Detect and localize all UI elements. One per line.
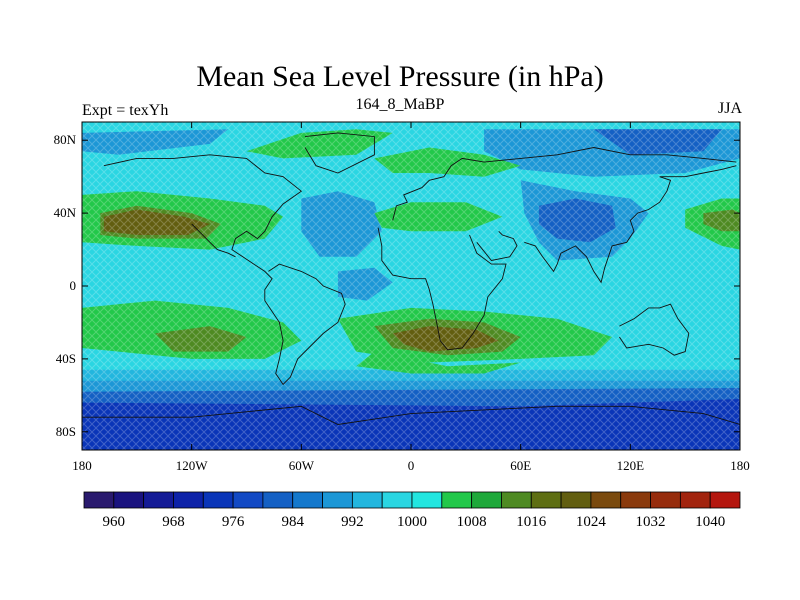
y-tick-label: 80S: [56, 424, 76, 439]
coastline: [377, 227, 507, 351]
colorbar-swatch: [381, 491, 413, 509]
period-label: 164_8_MaBP: [355, 96, 445, 113]
colorbar-label: 1016: [516, 514, 547, 530]
colorbar-swatch: [322, 491, 353, 509]
colorbar-swatch: [560, 491, 592, 509]
y-tick-label: 0: [70, 278, 77, 293]
colorbar-swatch: [441, 491, 473, 509]
colorbar-label: 960: [103, 514, 126, 530]
colorbar-swatch: [292, 491, 323, 509]
colorbar-label: 1040: [695, 514, 725, 530]
x-tick-label: 60W: [289, 458, 315, 473]
colorbar-swatch: [232, 491, 264, 509]
map-title: Mean Sea Level Pressure (in hPa): [196, 60, 604, 93]
colorbar-swatch: [590, 491, 622, 509]
y-tick-label: 40S: [56, 351, 76, 366]
coastline: [524, 165, 737, 284]
colorbar-swatch: [411, 491, 443, 509]
colorbar-swatch: [202, 491, 234, 509]
x-tick-label: 180: [730, 458, 750, 473]
x-tick-label: 120E: [617, 458, 645, 473]
coastline: [304, 132, 375, 174]
coastline: [103, 154, 346, 386]
y-tick-label: 40N: [54, 205, 77, 220]
colorbar-swatch: [679, 491, 711, 509]
colorbar-swatch: [143, 491, 174, 509]
colorbar-label: 968: [162, 514, 185, 530]
season-label: JJA: [717, 100, 742, 117]
x-tick-label: 120W: [176, 458, 209, 473]
x-tick-label: 60E: [510, 458, 531, 473]
colorbar-label: 976: [222, 514, 245, 530]
coastline: [392, 147, 737, 221]
colorbar-label: 1008: [457, 514, 487, 530]
colorbar-swatch: [650, 491, 681, 509]
x-tick-label: 0: [408, 458, 415, 473]
colorbar-swatch: [620, 491, 651, 509]
colorbar-label: 1032: [636, 514, 666, 530]
contour-texture: [82, 122, 740, 450]
coastline: [191, 223, 236, 258]
colorbar-label: 984: [281, 514, 304, 530]
colorbar-label: 1000: [397, 514, 427, 530]
colorbar-swatch: [262, 491, 294, 509]
y-tick-label: 80N: [54, 132, 77, 147]
coastline: [82, 405, 740, 425]
experiment-label: Expt = texYh: [82, 102, 169, 119]
coastline: [476, 230, 518, 261]
x-tick-label: 180: [72, 458, 92, 473]
colorbar-label: 992: [341, 514, 364, 530]
colorbar-swatch: [113, 491, 145, 509]
colorbar-swatch: [530, 491, 562, 509]
colorbar-label: 1024: [576, 514, 607, 530]
colorbar-swatch: [471, 491, 502, 509]
coastline: [619, 303, 690, 356]
colorbar-swatch: [83, 491, 115, 509]
colorbar-swatch: [173, 491, 204, 509]
colorbar-swatch: [351, 491, 383, 509]
colorbar-swatch: [501, 491, 532, 509]
colorbar-swatch: [709, 491, 741, 509]
